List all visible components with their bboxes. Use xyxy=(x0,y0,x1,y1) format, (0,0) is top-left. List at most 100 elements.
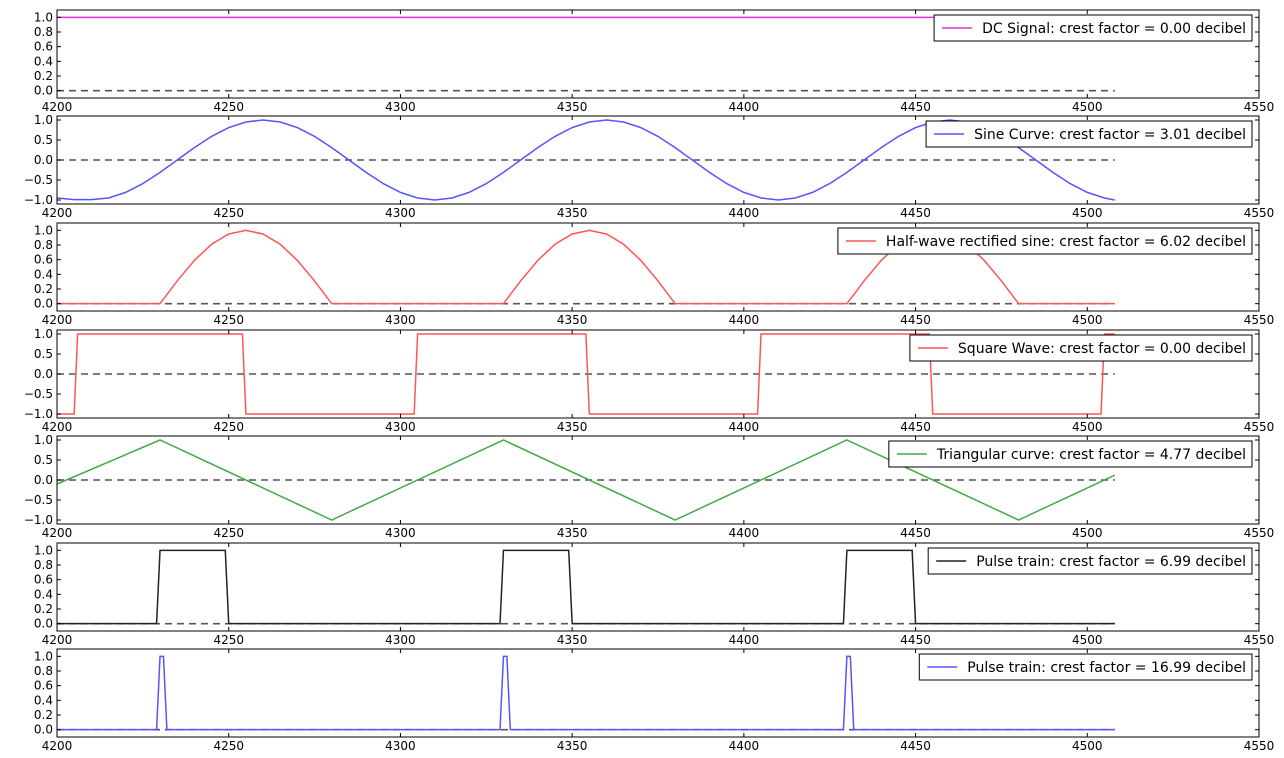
subplot-4: −1.0 −0.5 0.0 0.5 1.0 4200 4250 4300 4350 4400 445… xyxy=(24,327,1274,434)
legend-label: DC Signal: crest factor = 0.00 decibel xyxy=(982,21,1246,37)
series-line xyxy=(57,549,1115,625)
x-tick-label: 4550 xyxy=(1244,100,1275,114)
y-tick-label: 1.0 xyxy=(34,10,53,24)
x-tick-label: 4450 xyxy=(900,100,931,114)
subplot-6: 0.00.20.40.60.81.0 4200 4250 4300 4350 4400 44… xyxy=(34,542,1275,647)
y-tick-label: 0.0 xyxy=(34,473,53,487)
legend-label: Triangular curve: crest factor = 4.77 de… xyxy=(936,447,1246,463)
x-tick-label: 4500 xyxy=(1072,526,1103,540)
x-tick-label: 4250 xyxy=(213,420,244,434)
legend-box xyxy=(925,120,1253,148)
x-tick-label: 4200 xyxy=(42,526,73,540)
x-tick-label: 4550 xyxy=(1244,526,1275,540)
y-tick-label: −0.5 xyxy=(24,493,53,507)
x-tick-label: 4400 xyxy=(729,206,760,220)
x-tick-label: 4300 xyxy=(385,100,416,114)
x-tick-label: 4350 xyxy=(557,420,588,434)
series-line xyxy=(57,333,1115,415)
x-tick-label: 4500 xyxy=(1072,100,1103,114)
legend: Half-wave rectified sine: crest factor =… xyxy=(837,227,1253,255)
legend: Pulse train: crest factor = 6.99 decibel xyxy=(927,547,1253,575)
x-tick-label: 4500 xyxy=(1072,633,1103,647)
y-tick-label: 0.4 xyxy=(34,54,53,68)
series-line xyxy=(57,439,1116,521)
x-tick-label: 4200 xyxy=(42,100,73,114)
legend: Pulse train: crest factor = 16.99 decibe… xyxy=(918,653,1253,681)
legend: Square Wave: crest factor = 0.00 decibel xyxy=(909,334,1253,362)
subplot-5: −1.0 −0.5 0.0 0.5 1.0 4200 4250 4300 4350 4400 445… xyxy=(24,433,1274,540)
x-tick-label: 4400 xyxy=(729,739,760,753)
y-tick-label: 0.5 xyxy=(34,453,53,467)
x-tick-label: 4350 xyxy=(557,100,588,114)
subplot-3: 0.00.20.40.60.81.0 4200 4250 4300 4350 4400 44… xyxy=(34,222,1274,327)
x-tick-label: 4500 xyxy=(1072,313,1103,327)
x-tick-label: 4250 xyxy=(213,206,244,220)
y-tick-label: 0.0 xyxy=(34,153,53,167)
y-tick-label: 0.4 xyxy=(34,587,53,601)
y-tick-label: −1.0 xyxy=(24,193,53,207)
x-tick-label: 4300 xyxy=(385,420,416,434)
x-tick-label: 4400 xyxy=(729,420,760,434)
y-tick-label: 1.0 xyxy=(34,433,53,447)
x-tick-label: 4550 xyxy=(1244,633,1275,647)
x-tick-label: 4450 xyxy=(900,633,931,647)
y-tick-label: 0.8 xyxy=(34,25,53,39)
y-tick-label: 0.0 xyxy=(34,723,53,737)
legend-label: Pulse train: crest factor = 16.99 decibe… xyxy=(967,660,1246,676)
x-tick-label: 4250 xyxy=(213,100,244,114)
x-tick-label: 4200 xyxy=(42,739,73,753)
x-tick-label: 4450 xyxy=(900,420,931,434)
y-tick-label: 0.6 xyxy=(34,40,53,54)
legend-box xyxy=(888,440,1253,468)
x-tick-label: 4350 xyxy=(557,633,588,647)
legend: Triangular curve: crest factor = 4.77 de… xyxy=(888,440,1253,468)
x-tick-label: 4200 xyxy=(42,313,73,327)
x-tick-label: 4550 xyxy=(1244,206,1275,220)
y-tick-label: 0.8 xyxy=(34,664,53,678)
y-tick-label: 0.4 xyxy=(34,267,53,281)
x-tick-label: 4350 xyxy=(557,313,588,327)
x-tick-label: 4500 xyxy=(1072,420,1103,434)
y-tick-label: 1.0 xyxy=(34,649,53,663)
y-tick-label: −0.5 xyxy=(24,173,53,187)
y-tick-label: 1.0 xyxy=(34,327,53,341)
legend-label: Half-wave rectified sine: crest factor =… xyxy=(886,234,1246,250)
x-tick-label: 4450 xyxy=(900,739,931,753)
x-tick-label: 4450 xyxy=(900,313,931,327)
y-tick-label: 0.0 xyxy=(34,367,53,381)
legend-label: Sine Curve: crest factor = 3.01 decibel xyxy=(974,127,1246,143)
x-tick-label: 4550 xyxy=(1244,739,1275,753)
x-tick-label: 4250 xyxy=(213,633,244,647)
axes-frame xyxy=(56,648,1260,738)
x-tick-label: 4200 xyxy=(42,420,73,434)
y-tick-label: 0.2 xyxy=(34,282,53,296)
x-tick-label: 4400 xyxy=(729,526,760,540)
y-tick-label: 0.6 xyxy=(34,679,53,693)
x-tick-label: 4400 xyxy=(729,100,760,114)
y-tick-label: 0.2 xyxy=(34,69,53,83)
x-tick-label: 4300 xyxy=(385,313,416,327)
x-tick-label: 4450 xyxy=(900,206,931,220)
axes-frame xyxy=(56,542,1260,632)
x-tick-label: 4300 xyxy=(385,206,416,220)
x-tick-label: 4200 xyxy=(42,633,73,647)
legend-box xyxy=(918,653,1253,681)
x-tick-label: 4300 xyxy=(385,633,416,647)
x-tick-label: 4200 xyxy=(42,206,73,220)
legend-box xyxy=(927,547,1253,575)
legend-label: Pulse train: crest factor = 6.99 decibel xyxy=(976,554,1246,570)
y-tick-label: 0.0 xyxy=(34,297,53,311)
x-tick-label: 4350 xyxy=(557,526,588,540)
axes-frame xyxy=(56,222,1260,312)
y-tick-label: 0.4 xyxy=(34,693,53,707)
legend-box xyxy=(837,227,1253,255)
legend-box xyxy=(933,14,1253,42)
y-tick-label: 0.0 xyxy=(34,617,53,631)
y-tick-label: 0.2 xyxy=(34,708,53,722)
x-tick-label: 4250 xyxy=(213,739,244,753)
axes-frame xyxy=(56,9,1260,99)
legend: Sine Curve: crest factor = 3.01 decibel xyxy=(925,120,1253,148)
legend-label: Square Wave: crest factor = 0.00 decibel xyxy=(958,341,1246,357)
y-tick-label: −0.5 xyxy=(24,387,53,401)
